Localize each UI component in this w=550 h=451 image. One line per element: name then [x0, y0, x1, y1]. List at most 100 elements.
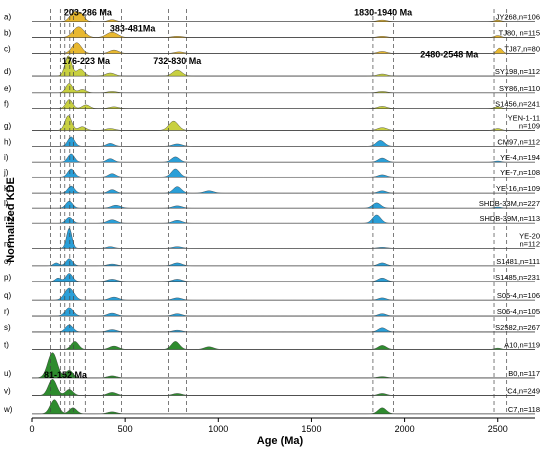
annotation: 176-223 Ma — [62, 56, 111, 66]
kde-row: p) S1485,n=231 — [4, 273, 540, 283]
kde-curve — [31, 26, 536, 38]
sample-label: CM97,n=112 — [497, 137, 540, 146]
kde-row: v) C4,n=249 — [4, 379, 540, 396]
kde-curve — [31, 99, 536, 109]
kde-curve — [31, 214, 536, 224]
row-letter: v) — [4, 386, 11, 395]
sample-label: YE-7,n=108 — [500, 168, 540, 177]
sample-label: S1485,n=231 — [495, 273, 540, 282]
row-letter: j) — [3, 168, 9, 177]
row-letter: i) — [4, 153, 9, 162]
row-letter: k) — [4, 184, 11, 193]
kde-curve — [31, 227, 536, 249]
kde-row: b) TJ80, n=115 — [4, 26, 540, 38]
x-tick-label: 2000 — [395, 424, 415, 434]
kde-row: a) JY268,n=106 — [4, 11, 540, 23]
x-tick-label: 1500 — [301, 424, 321, 434]
row-letter: s) — [4, 323, 11, 332]
annotation: 81-152 Ma — [44, 370, 88, 380]
annotations: 203-286 Ma 383-481Ma 176-223 Ma 732-830 Ma 1… — [44, 8, 479, 380]
sample-label: YEN-1-11 — [508, 113, 540, 122]
annotation: 732-830 Ma — [153, 56, 202, 66]
sample-label: TJ87,n=80 — [504, 44, 540, 53]
sample-label: SY198,n=112 — [495, 67, 540, 76]
row-letter: n) — [4, 239, 11, 248]
kde-curve — [31, 42, 536, 54]
annotation: 2480-2548 Ma — [420, 49, 479, 59]
row-letter: h) — [4, 137, 11, 146]
x-tick-label: 0 — [29, 424, 34, 434]
row-letter: a) — [4, 13, 11, 22]
row-letter: r) — [4, 307, 10, 316]
row-letter: o) — [4, 257, 11, 266]
sample-label: S1481,n=111 — [496, 257, 540, 266]
kde-curve — [31, 55, 536, 77]
sample-label: SHDB-39M,n=113 — [479, 214, 540, 223]
row-letter: f) — [4, 100, 9, 109]
sample-label: SHDB-33M,n=227 — [479, 199, 540, 208]
sample-label: B0,n=117 — [508, 369, 540, 378]
kde-row: m) SHDB-39M,n=113 — [4, 214, 540, 224]
kde-row: h) CM97,n=112 — [4, 136, 540, 147]
sample-label: YE-20 — [519, 231, 540, 240]
kde-row: g) YEN-1-11n=109 — [4, 113, 540, 131]
kde-row: i) YE-4,n=194 — [4, 153, 540, 163]
kde-rows: a) JY268,n=106 b) TJ80, n=115 c) TJ87,n=80 d) S… — [3, 11, 540, 415]
row-letter: g) — [4, 121, 11, 130]
kde-row: o) S1481,n=111 — [4, 257, 540, 267]
sample-label-n: n=112 — [519, 239, 540, 248]
sample-label: SY86,n=110 — [499, 84, 540, 93]
row-letter: p) — [4, 273, 11, 282]
sample-label: JY268,n=106 — [496, 13, 540, 22]
kde-curve — [31, 352, 536, 379]
row-letter: w) — [3, 405, 13, 414]
kde-row: n) YE-20n=112 — [4, 227, 540, 249]
sample-label: TJ80, n=115 — [499, 29, 540, 38]
kde-curve — [31, 307, 536, 317]
kde-curve — [32, 115, 535, 131]
annotation: 203-286 Ma — [64, 8, 113, 18]
kde-row: j) YE-7,n=108 — [3, 168, 540, 178]
sample-label: S2582,n=267 — [495, 323, 540, 332]
row-letter: d) — [4, 67, 11, 76]
row-letter: q) — [4, 291, 11, 300]
annotation: 1830-1940 Ma — [354, 8, 413, 18]
annotation: 383-481Ma — [110, 24, 157, 34]
row-letter: e) — [4, 84, 11, 93]
kde-row: c) TJ87,n=80 — [4, 42, 540, 54]
y-axis-label: Normalized KDE — [5, 177, 17, 263]
row-letter: m) — [4, 214, 14, 223]
kde-row: k) YE-16,n=109 — [4, 184, 540, 194]
row-letter: t) — [4, 340, 9, 349]
sample-label: C4,n=249 — [507, 386, 540, 395]
row-letter: l) — [4, 199, 9, 208]
x-axis-label: Age (Ma) — [257, 435, 304, 447]
kde-curve — [31, 153, 536, 163]
kde-row: d) SY198,n=112 — [4, 55, 540, 77]
kde-row: l) SHDB-33M,n=227 — [4, 199, 540, 209]
kde-row: r) S06-4,n=105 — [4, 307, 540, 317]
dashed-reference-lines — [50, 9, 508, 414]
sample-label: YE-16,n=109 — [496, 184, 540, 193]
kde-curve — [31, 83, 536, 93]
kde-curve — [31, 11, 536, 22]
kde-curve — [31, 136, 536, 147]
kde-row: e) SY86,n=110 — [4, 83, 540, 94]
sample-label: S1456,n=241 — [495, 100, 540, 109]
kde-curve — [31, 168, 536, 178]
kde-curve — [32, 399, 535, 415]
sample-label: YE-4,n=194 — [500, 153, 540, 162]
kde-row: w) C7,n=118 — [3, 399, 540, 415]
x-tick-label: 2500 — [488, 424, 508, 434]
kde-curve — [31, 273, 536, 282]
x-tick-label: 1000 — [208, 424, 228, 434]
kde-curve — [32, 185, 535, 194]
kde-curve — [31, 200, 536, 209]
row-letter: c) — [4, 44, 11, 53]
kde-curve — [31, 379, 536, 396]
kde-curve — [31, 324, 536, 333]
kde-row: q) S05-4,n=106 — [4, 287, 540, 301]
x-axis: 0 500 1000 1500 2000 2500 — [29, 417, 535, 434]
kde-row: t) A10,n=119 — [4, 340, 540, 350]
